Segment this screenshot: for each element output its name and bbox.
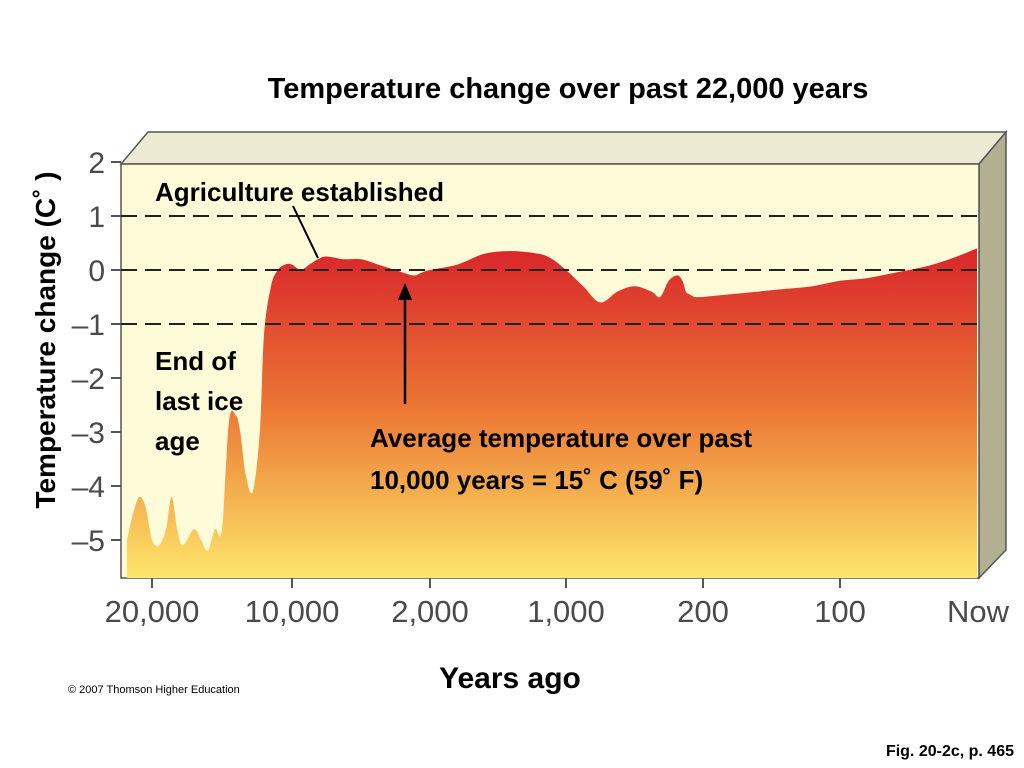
annotation-average: Average temperature over past 10,000 yea… xyxy=(370,423,759,495)
annotation-average-line: Average temperature over past xyxy=(370,423,752,453)
y-axis-label: Temperature change (C˚ ) xyxy=(30,171,61,508)
y-tick-label: 1 xyxy=(88,201,105,234)
y-tick-label: –3 xyxy=(72,417,105,450)
plot-box-top xyxy=(119,131,1008,165)
annotation-agriculture: Agriculture established xyxy=(155,177,444,207)
y-tick-label: 0 xyxy=(88,255,105,288)
figure-reference: Fig. 20-2c, p. 465 xyxy=(886,743,1014,760)
annotation-average-line: 10,000 years = 15˚ C (59˚ F) xyxy=(370,465,703,495)
annotation-ice-age-line: last ice xyxy=(155,386,243,416)
y-axis-ticks: 2 1 0 –1 –2 –3 –4 –5 xyxy=(72,147,121,558)
y-tick-label: –2 xyxy=(72,363,105,396)
x-tick-label: 10,000 xyxy=(245,594,340,629)
x-tick-label: 200 xyxy=(677,594,729,629)
y-tick-label: –5 xyxy=(72,525,105,558)
x-tick-label: 1,000 xyxy=(527,594,605,629)
x-tick-label: Now xyxy=(947,594,1010,629)
y-tick-label: –4 xyxy=(72,471,105,504)
annotation-ice-age: End of last ice age xyxy=(155,346,250,456)
copyright-text: © 2007 Thomson Higher Education xyxy=(68,684,240,696)
x-tick-label: 20,000 xyxy=(105,594,200,629)
annotation-ice-age-line: End of xyxy=(155,346,236,376)
plot-box-side xyxy=(978,129,1007,580)
annotation-agriculture-pointer xyxy=(292,205,319,259)
temperature-area xyxy=(127,248,977,578)
annotation-ice-age-line: age xyxy=(155,426,200,456)
x-tick-label: 100 xyxy=(814,594,866,629)
x-axis-ticks: 20,000 10,000 2,000 1,000 200 100 Now xyxy=(105,578,1010,629)
chart-title: Temperature change over past 22,000 year… xyxy=(268,73,869,105)
x-axis-label: Years ago xyxy=(439,662,581,695)
y-tick-label: –1 xyxy=(72,309,105,342)
y-tick-label: 2 xyxy=(88,147,105,180)
average-arrow-head xyxy=(398,283,412,300)
x-tick-label: 2,000 xyxy=(391,594,469,629)
